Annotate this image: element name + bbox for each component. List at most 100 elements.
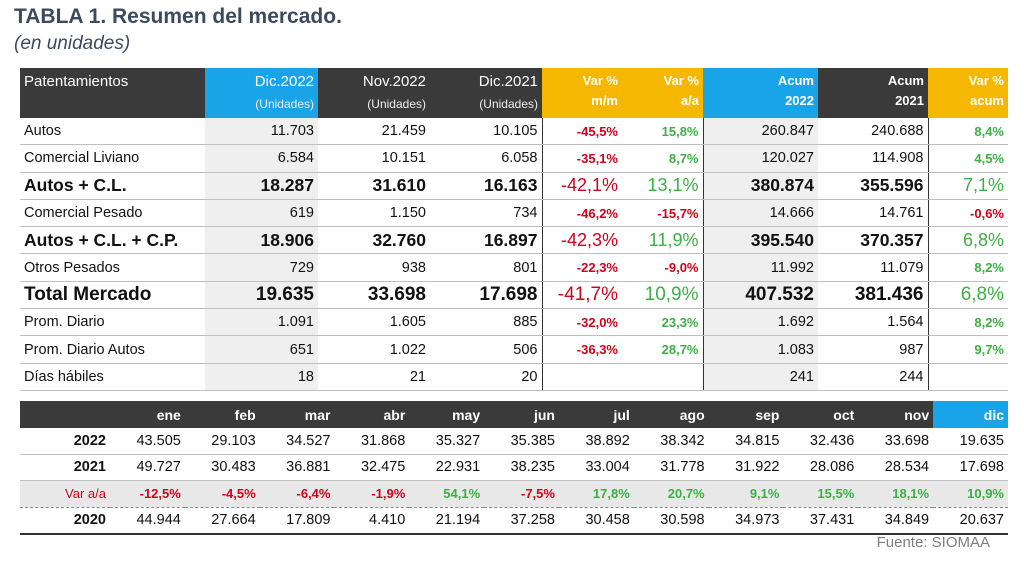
month-header: jul <box>559 401 634 428</box>
table-cell <box>928 363 1008 390</box>
table-cell: -42,1% <box>542 172 622 199</box>
table-cell: 10,9% <box>933 481 1008 508</box>
column-label: Var % <box>664 73 699 88</box>
table-cell: 35.327 <box>409 428 484 454</box>
table-cell: -32,0% <box>542 309 622 336</box>
column-header: Patentamientos <box>20 68 205 118</box>
table-cell: 44.944 <box>110 507 185 534</box>
table-cell: 244 <box>818 363 928 390</box>
table-cell: 1.605 <box>318 309 430 336</box>
table-cell: -41,7% <box>542 281 622 308</box>
table-cell: 17.698 <box>430 281 542 308</box>
month-header: nov <box>858 401 933 428</box>
table-cell: 380.874 <box>703 172 818 199</box>
table-cell: 241 <box>703 363 818 390</box>
table-cell: 31.868 <box>334 428 409 454</box>
table-cell: 38.892 <box>559 428 634 454</box>
table-cell: 381.436 <box>818 281 928 308</box>
column-label: Var % <box>583 73 618 88</box>
table-cell: 987 <box>818 336 928 363</box>
table-cell: 17,8% <box>559 481 634 508</box>
table-cell <box>542 363 622 390</box>
table-cell: Total Mercado <box>20 281 205 308</box>
table-cell: 885 <box>430 309 542 336</box>
column-header: Nov.2022 (Unidades) <box>318 68 430 118</box>
column-sublabel: a/a <box>626 91 699 111</box>
table-cell: 33.698 <box>318 281 430 308</box>
table-row: Comercial Liviano6.58410.1516.058-35,1%8… <box>20 145 1008 172</box>
table-cell: 11.992 <box>703 254 818 281</box>
table-cell: 8,4% <box>928 118 1008 145</box>
table-cell: 28.086 <box>783 454 858 481</box>
table-cell: 651 <box>205 336 318 363</box>
table-cell: 20 <box>430 363 542 390</box>
table-cell: Autos <box>20 118 205 145</box>
table-cell: 395.540 <box>703 227 818 254</box>
table-cell: 15,8% <box>622 118 703 145</box>
table-cell: 14.761 <box>818 199 928 226</box>
month-header: sep <box>709 401 784 428</box>
table-cell: -35,1% <box>542 145 622 172</box>
table-cell: Prom. Diario <box>20 309 205 336</box>
table-cell: 30.483 <box>185 454 260 481</box>
table-cell: 1.692 <box>703 309 818 336</box>
table-cell: -22,3% <box>542 254 622 281</box>
table-cell: -46,2% <box>542 199 622 226</box>
table-cell: 4,5% <box>928 145 1008 172</box>
table-cell: 23,3% <box>622 309 703 336</box>
table-cell: 10.105 <box>430 118 542 145</box>
table-cell: -1,9% <box>334 481 409 508</box>
table-cell: 11.079 <box>818 254 928 281</box>
column-label: Dic.2022 <box>255 73 314 90</box>
table-cell: -7,5% <box>484 481 559 508</box>
table-cell: 29.103 <box>185 428 260 454</box>
table-cell: 1.564 <box>818 309 928 336</box>
table-cell: 10.151 <box>318 145 430 172</box>
table-row: Var a/a-12,5%-4,5%-6,4%-1,9%54,1%-7,5%17… <box>20 481 1008 508</box>
table-row: Prom. Diario Autos6511.022506-36,3%28,7%… <box>20 336 1008 363</box>
table-cell: Días hábiles <box>20 363 205 390</box>
column-header: Dic.2021(Unidades) <box>430 68 542 118</box>
summary-table: PatentamientosDic.2022(Unidades)Nov.2022… <box>20 68 1008 391</box>
table-cell: 6.584 <box>205 145 318 172</box>
table-cell: Otros Pesados <box>20 254 205 281</box>
month-header: mar <box>260 401 335 428</box>
table-cell: 506 <box>430 336 542 363</box>
table-cell: 114.908 <box>818 145 928 172</box>
month-header: abr <box>334 401 409 428</box>
table-cell: -6,4% <box>260 481 335 508</box>
table-cell: 19.635 <box>933 428 1008 454</box>
column-sublabel: (Unidades) <box>434 93 538 115</box>
table-cell: 6.058 <box>430 145 542 172</box>
table-cell: 27.664 <box>185 507 260 534</box>
table-cell: 801 <box>430 254 542 281</box>
table-cell: 34.849 <box>858 507 933 534</box>
table-cell: Var a/a <box>20 481 110 508</box>
column-label: Nov.2022 <box>363 73 426 90</box>
month-header: feb <box>185 401 260 428</box>
table-cell: -9,0% <box>622 254 703 281</box>
table-cell: 1.022 <box>318 336 430 363</box>
month-header: ago <box>634 401 709 428</box>
table-cell: 11,9% <box>622 227 703 254</box>
column-header: Var % m/m <box>542 68 622 118</box>
table-cell: 2021 <box>20 454 110 481</box>
table-cell: 34.973 <box>709 507 784 534</box>
column-sublabel: m/m <box>546 91 618 111</box>
table-cell: 15,5% <box>783 481 858 508</box>
table-cell: 19.635 <box>205 281 318 308</box>
table-cell: Autos + C.L. + C.P. <box>20 227 205 254</box>
table-row: 202044.94427.66417.8094.41021.19437.2583… <box>20 507 1008 534</box>
table-cell: 31.610 <box>318 172 430 199</box>
column-sublabel: (Unidades) <box>322 93 426 115</box>
table-cell: 407.532 <box>703 281 818 308</box>
column-sublabel: acum <box>932 91 1004 111</box>
month-header: oct <box>783 401 858 428</box>
table-row: Comercial Pesado6191.150734-46,2%-15,7%1… <box>20 199 1008 226</box>
table-row: 202149.72730.48336.88132.47522.93138.235… <box>20 454 1008 481</box>
column-label: Acum <box>888 73 924 88</box>
month-header: ene <box>110 401 185 428</box>
table-cell: -12,5% <box>110 481 185 508</box>
table-cell: 18,1% <box>858 481 933 508</box>
table-cell: 30.598 <box>634 507 709 534</box>
